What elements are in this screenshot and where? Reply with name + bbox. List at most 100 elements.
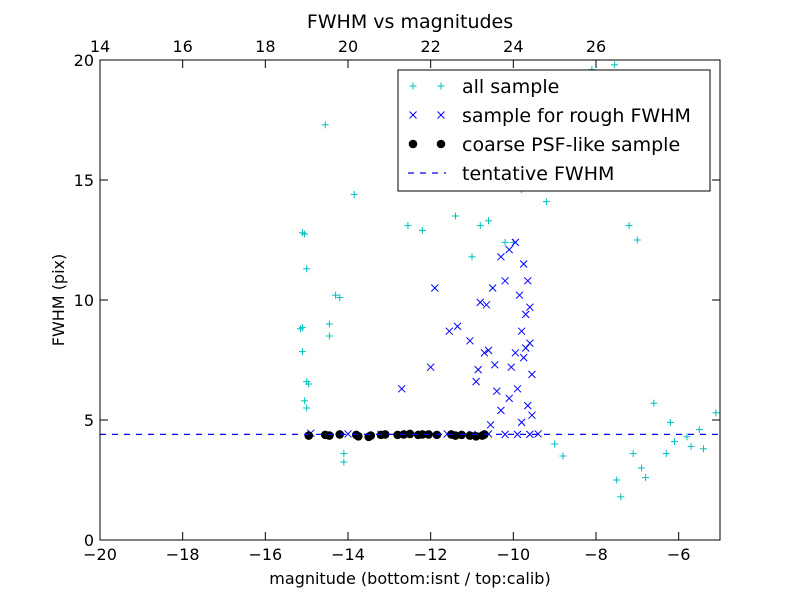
rough-sample-point <box>474 365 483 374</box>
legend-x-mark <box>409 111 417 119</box>
x-tick-label: −12 <box>414 545 448 564</box>
top-tick-label: 18 <box>255 37 275 56</box>
legend-marker-dot-icon <box>408 139 446 149</box>
rough-sample-point <box>344 430 352 438</box>
psf-sample-point <box>380 430 390 439</box>
all-sample-point <box>695 426 703 434</box>
y-tick-label: 0 <box>84 531 94 550</box>
rough-sample-point <box>534 430 542 438</box>
all-sample-point <box>625 222 633 230</box>
rough-sample-point <box>476 298 485 307</box>
rough-sample-point <box>497 406 505 415</box>
rough-sample-point <box>397 384 406 393</box>
all-sample-point <box>350 190 358 198</box>
top-tick-label: 16 <box>172 37 192 56</box>
y-tick-label: 15 <box>74 171 94 190</box>
legend-entry-rough-sample: sample for rough FWHM <box>409 105 691 127</box>
rough-sample-point <box>480 348 489 357</box>
rough-sample-point <box>528 411 536 420</box>
y-tick-label: 10 <box>74 291 94 310</box>
all-sample-point <box>662 450 670 458</box>
all-sample-point <box>476 222 484 230</box>
top-tick-label: 14 <box>90 37 110 56</box>
rough-sample-point <box>453 322 462 331</box>
top-tick-label: 20 <box>338 37 358 56</box>
legend-entry-psf-sample: coarse PSF-like sample <box>408 134 680 156</box>
legend-dot-mark <box>408 139 418 149</box>
rough-sample-point <box>505 245 514 254</box>
top-tick-label: 26 <box>586 37 606 56</box>
y-tick-label: 5 <box>84 411 94 430</box>
legend-label-rough-sample: sample for rough FWHM <box>462 105 691 127</box>
rough-sample-point <box>501 276 509 285</box>
rough-sample-point <box>523 276 532 285</box>
rough-sample-point <box>519 353 528 362</box>
all-sample-point <box>633 236 641 244</box>
all-sample-point <box>699 445 707 453</box>
psf-sample-point <box>304 431 314 440</box>
rough-sample-point <box>513 430 522 439</box>
all-sample-point <box>325 320 333 328</box>
all-sample-point <box>712 409 720 417</box>
rough-sample-point <box>484 346 493 355</box>
legend-marker-x-icon <box>409 111 445 119</box>
legend-label-tentative-fwhm: tentative FWHM <box>462 163 614 185</box>
all-sample-point <box>642 474 650 482</box>
all-sample-point <box>336 294 344 302</box>
x-tick-label: −18 <box>166 545 200 564</box>
all-sample-point <box>542 198 550 206</box>
x-tick-label: −6 <box>667 545 691 564</box>
all-sample-point <box>305 380 313 388</box>
all-sample-point <box>468 253 476 261</box>
rough-sample-point <box>430 284 439 292</box>
all-sample-point <box>418 226 426 234</box>
all-sample-point <box>551 440 559 448</box>
all-sample-point <box>666 418 674 426</box>
all-sample-point <box>332 291 340 299</box>
rough-sample-point <box>517 327 526 336</box>
all-sample-point <box>485 217 493 225</box>
all-sample-point <box>303 404 311 412</box>
rough-sample-layer <box>306 238 542 439</box>
y-tick-label: 20 <box>74 51 94 70</box>
rough-sample-point <box>517 418 526 427</box>
chart-title: FWHM vs magnitudes <box>307 11 513 33</box>
rough-sample-point <box>492 387 501 396</box>
top-tick-label: 22 <box>420 37 440 56</box>
rough-sample-point <box>513 384 522 393</box>
legend-dot-mark <box>436 139 446 149</box>
all-sample-point <box>683 433 691 441</box>
rough-sample-point <box>466 336 474 345</box>
psf-sample-point <box>366 431 376 440</box>
all-sample-point <box>340 450 348 458</box>
all-sample-point <box>299 324 307 332</box>
rough-sample-point <box>526 303 534 312</box>
all-sample-point <box>629 450 637 458</box>
rough-sample-point <box>526 430 534 439</box>
all-sample-point <box>613 476 621 484</box>
rough-sample-point <box>507 363 516 372</box>
rough-sample-point <box>505 394 514 403</box>
psf-sample-point <box>393 430 402 440</box>
rough-sample-point <box>482 300 491 309</box>
psf-sample-point <box>335 430 345 439</box>
rough-sample-point <box>528 370 536 379</box>
rough-sample-point <box>501 430 509 439</box>
x-tick-label: −20 <box>83 545 117 564</box>
rough-sample-point <box>445 327 454 336</box>
all-sample-point <box>301 397 309 405</box>
legend-plus-mark <box>437 82 445 90</box>
all-sample-point <box>650 399 658 407</box>
all-sample-point <box>671 438 679 446</box>
rough-sample-point <box>472 377 480 386</box>
legend-entry-tentative-fwhm: tentative FWHM <box>408 163 614 185</box>
y-axis-label: FWHM (pix) <box>49 254 68 347</box>
psf-sample-point <box>354 432 363 441</box>
plot-frame <box>99 59 721 541</box>
all-sample-point <box>340 458 348 466</box>
rough-sample-point <box>426 363 435 372</box>
legend-box <box>397 69 711 192</box>
psf-sample-point <box>405 429 415 439</box>
all-sample-point <box>617 493 625 501</box>
